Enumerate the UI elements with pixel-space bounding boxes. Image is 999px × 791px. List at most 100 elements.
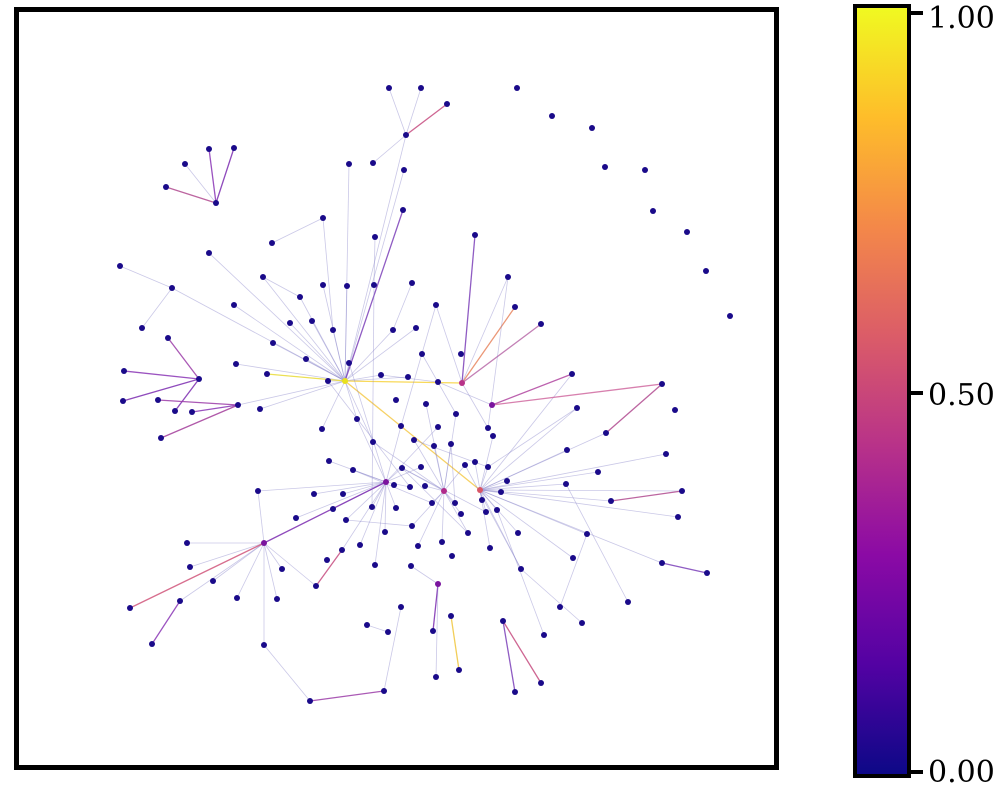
node-98 (383, 479, 389, 485)
edge-123 (461, 382, 489, 429)
edge-37 (345, 481, 387, 521)
node-43 (139, 325, 145, 331)
node-141 (408, 563, 414, 569)
edge-63 (443, 490, 469, 534)
edge-29 (385, 467, 403, 483)
edge-109 (165, 186, 217, 204)
node-15 (163, 184, 169, 190)
node-140 (279, 566, 285, 572)
node-28 (169, 285, 175, 291)
node-109 (452, 500, 458, 506)
edge-113 (372, 134, 407, 164)
node-21 (269, 240, 275, 246)
node-104 (255, 488, 261, 494)
edge-136 (309, 690, 385, 702)
edge-122 (461, 276, 509, 384)
node-69 (423, 401, 429, 407)
edge-167 (327, 380, 411, 488)
node-152 (625, 599, 631, 605)
edge-45 (385, 425, 402, 483)
node-130 (184, 540, 190, 546)
node-35 (409, 280, 415, 286)
node-48 (458, 351, 464, 357)
edge-114 (344, 134, 407, 382)
node-70 (453, 411, 459, 417)
node-112 (563, 481, 569, 487)
edge-74 (479, 483, 567, 491)
node-52 (121, 368, 127, 374)
edge-33 (371, 481, 387, 508)
node-100 (407, 484, 413, 490)
edge-66 (479, 480, 508, 491)
edge-35 (385, 481, 411, 488)
node-131 (357, 542, 363, 548)
node-58 (435, 379, 441, 385)
edge-149 (496, 509, 545, 636)
node-142 (570, 555, 576, 561)
node-158 (500, 618, 506, 624)
node-102 (477, 487, 483, 493)
edge-140 (119, 265, 173, 289)
node-123 (409, 523, 415, 529)
node-61 (196, 376, 202, 382)
node-1 (418, 85, 424, 91)
edge-83 (479, 432, 607, 491)
node-163 (149, 641, 155, 647)
edge-49 (424, 485, 445, 492)
edge-120 (461, 234, 476, 384)
node-20 (684, 229, 690, 235)
edge-39 (359, 481, 387, 546)
edge-57 (433, 445, 445, 492)
edge-4 (311, 320, 346, 382)
node-65 (172, 408, 178, 414)
edge-141 (141, 287, 173, 329)
node-108 (429, 500, 435, 506)
node-159 (385, 629, 391, 635)
edge-138 (151, 600, 181, 645)
node-153 (127, 605, 133, 611)
edge-84 (479, 489, 683, 492)
node-42 (413, 325, 419, 331)
edge-126 (605, 383, 663, 434)
colorbar-tick-bottom (911, 770, 923, 774)
node-120 (494, 507, 500, 513)
node-146 (210, 578, 216, 584)
edge-86 (479, 453, 667, 491)
node-165 (456, 667, 462, 673)
node-53 (233, 361, 239, 367)
edge-89 (189, 542, 265, 568)
node-33 (344, 283, 350, 289)
node-96 (485, 464, 491, 470)
node-138 (449, 553, 455, 559)
edge-19 (344, 327, 417, 382)
node-134 (487, 545, 493, 551)
node-19 (400, 207, 406, 213)
node-7 (206, 146, 212, 152)
node-22 (372, 234, 378, 240)
edge-91 (179, 542, 265, 602)
edge-130 (450, 615, 460, 671)
edge-115 (344, 163, 350, 382)
edge-106 (208, 148, 217, 204)
node-layer (117, 85, 733, 704)
edge-31 (328, 460, 387, 483)
edge-11 (237, 380, 346, 406)
colorbar (853, 4, 911, 778)
edge-12 (259, 380, 346, 410)
edge-101 (167, 337, 200, 380)
node-37 (512, 304, 518, 310)
edge-93 (263, 542, 283, 570)
edge-30 (385, 466, 422, 483)
edge-119 (461, 323, 542, 384)
edge-168 (401, 467, 469, 534)
edge-32 (342, 481, 387, 495)
node-45 (165, 335, 171, 341)
edge-62 (401, 467, 445, 492)
node-13 (602, 164, 608, 170)
node-51 (419, 351, 425, 357)
node-106 (340, 491, 346, 497)
edge-0 (299, 296, 346, 382)
node-99 (391, 482, 397, 488)
edge-13 (321, 380, 346, 430)
node-4 (549, 113, 555, 119)
